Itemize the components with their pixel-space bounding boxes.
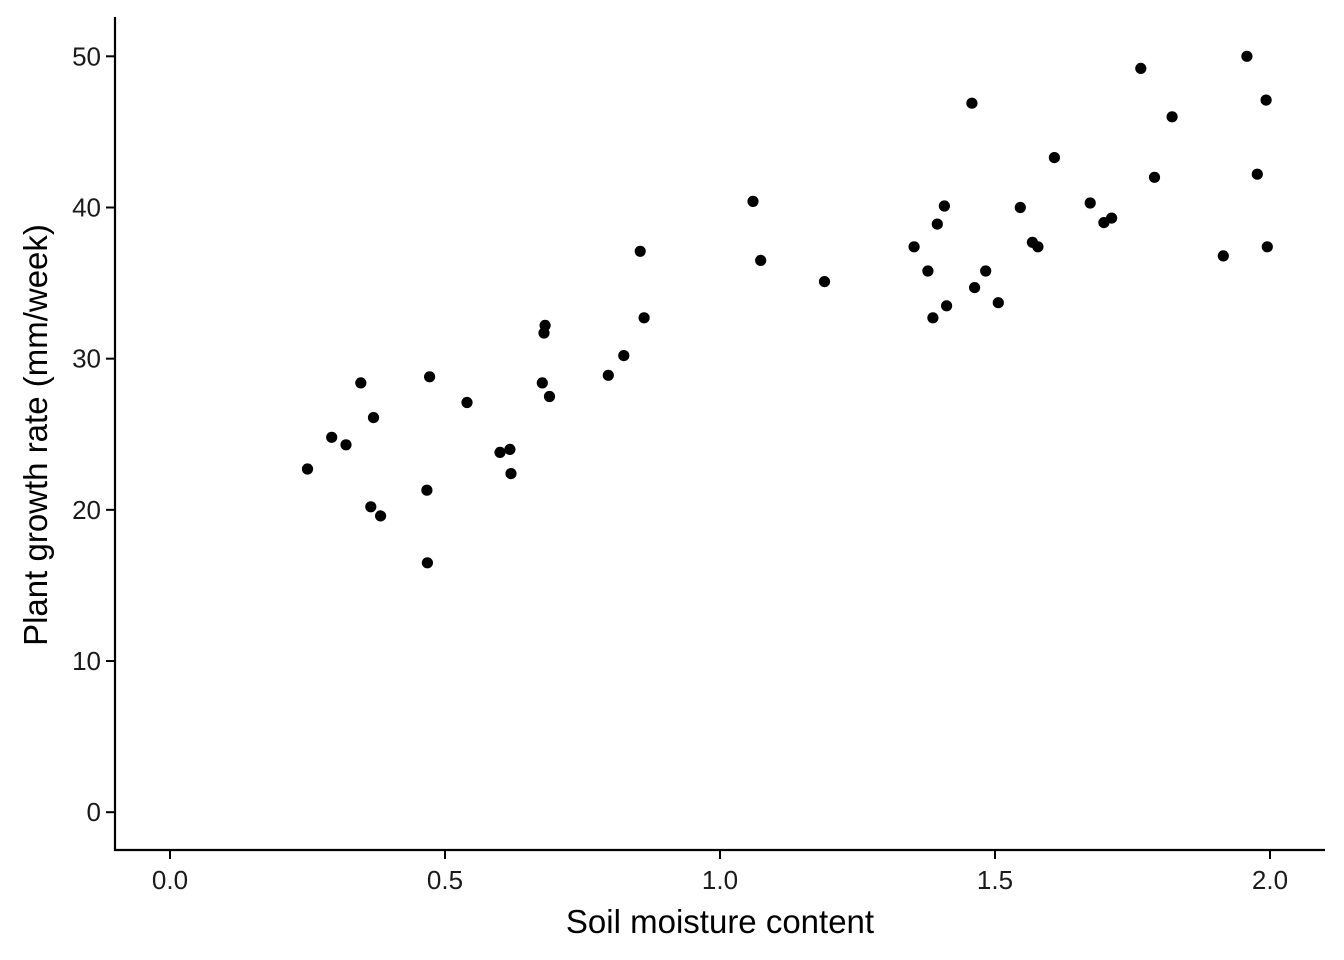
data-point (543, 390, 556, 403)
data-point (365, 501, 377, 513)
data-point (1261, 241, 1273, 253)
data-point (1166, 111, 1178, 123)
data-point (969, 282, 981, 294)
data-point (355, 377, 367, 389)
data-point (367, 412, 380, 424)
data-point (1241, 50, 1253, 62)
data-point (424, 371, 436, 383)
data-point (1048, 152, 1060, 164)
data-point (618, 350, 630, 362)
data-point (931, 218, 943, 230)
data-point (908, 241, 920, 253)
y-axis-title: Plant growth rate (mm/week) (17, 224, 54, 646)
data-point (1148, 171, 1161, 183)
data-point (941, 300, 953, 312)
data-point (536, 377, 548, 389)
x-axis-ticks: 0.0 0.5 1.0 1.5 2.0 (152, 850, 1288, 895)
data-point (1032, 241, 1044, 253)
x-tick-label: 1.5 (977, 865, 1013, 895)
data-point (602, 369, 614, 381)
data-point (539, 319, 551, 331)
y-tick-label: 30 (72, 344, 101, 374)
y-tick-label: 20 (72, 495, 101, 525)
x-axis-title: Soil moisture content (566, 903, 874, 940)
data-point (1260, 94, 1272, 106)
data-point (326, 431, 338, 443)
data-point (504, 443, 516, 455)
data-point (494, 446, 506, 458)
y-tick-label: 10 (72, 646, 101, 676)
data-point (927, 312, 939, 324)
data-point (301, 463, 314, 475)
data-point (421, 484, 433, 496)
data-point (1084, 197, 1096, 209)
data-point (340, 439, 352, 451)
x-tick-label: 0.0 (152, 865, 188, 895)
data-point (638, 312, 650, 324)
data-point (1251, 168, 1263, 180)
data-point (922, 265, 934, 277)
data-points (301, 50, 1273, 569)
data-point (1014, 201, 1026, 214)
x-tick-label: 2.0 (1252, 865, 1288, 895)
data-point (375, 510, 387, 522)
data-point (1135, 62, 1147, 74)
data-point (966, 97, 978, 109)
y-tick-label: 40 (72, 192, 101, 222)
data-point (461, 396, 473, 409)
data-point (1217, 250, 1229, 262)
data-point (818, 276, 831, 288)
data-point (747, 195, 759, 207)
y-tick-label: 50 (72, 41, 101, 71)
y-tick-label: 0 (87, 797, 101, 827)
data-point (980, 265, 992, 277)
data-point (421, 557, 433, 569)
data-point (505, 468, 517, 480)
data-point (992, 297, 1004, 309)
data-point (755, 254, 767, 266)
data-point (938, 200, 951, 212)
data-point (634, 245, 646, 257)
x-tick-label: 1.0 (702, 865, 738, 895)
data-point (1106, 212, 1118, 224)
y-axis-ticks: 0 10 20 30 40 50 (72, 41, 115, 827)
x-tick-label: 0.5 (427, 865, 463, 895)
